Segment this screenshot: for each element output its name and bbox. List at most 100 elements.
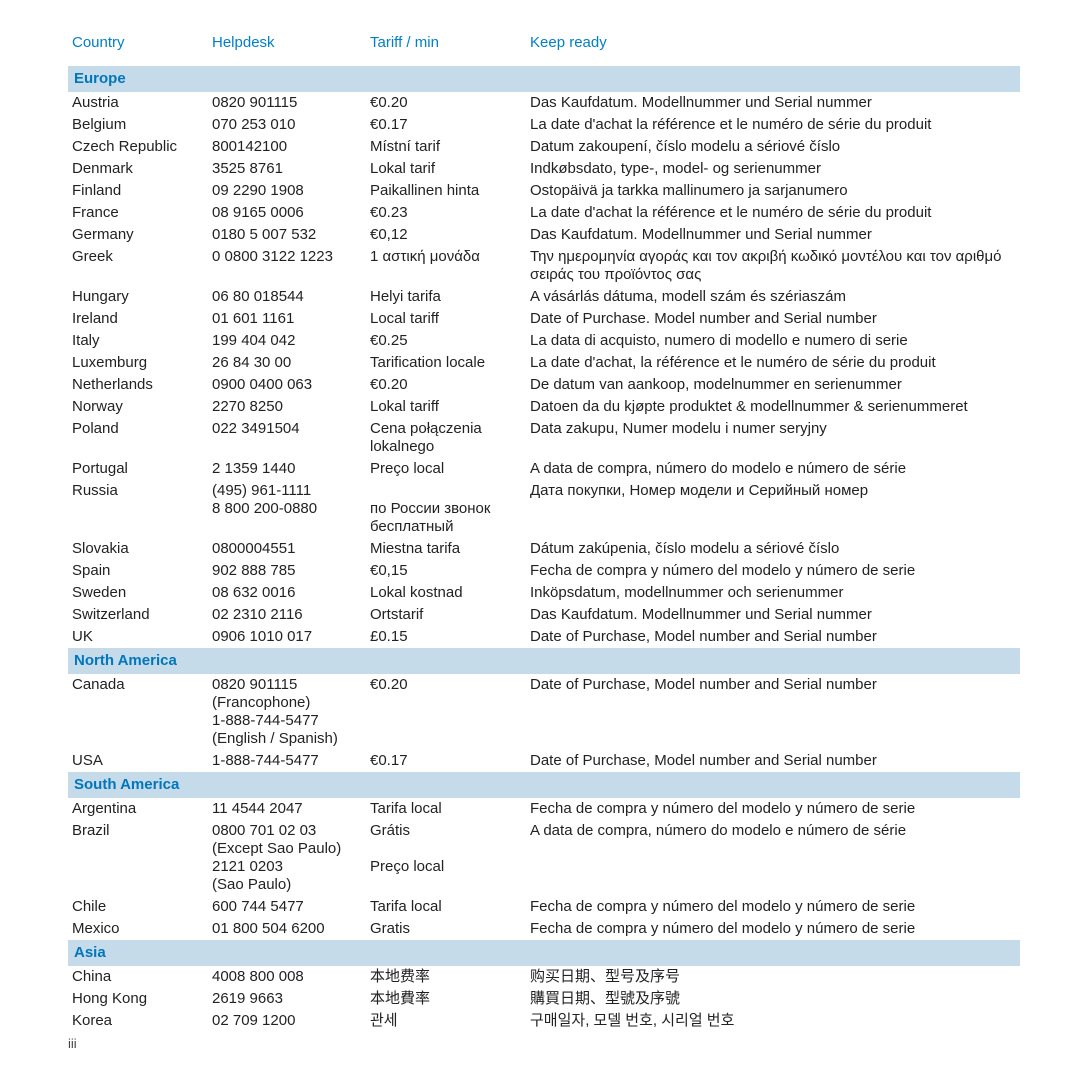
table-row: Hong Kong2619 9663本地費率購買日期、型號及序號	[68, 988, 1020, 1010]
cell-keep: Das Kaufdatum. Modellnummer und Serial n…	[526, 92, 1020, 114]
cell-tariff: Lokal tarif	[366, 158, 526, 180]
table-row: Czech Republic800142100Místní tarifDatum…	[68, 136, 1020, 158]
cell-helpdesk: 199 404 042	[208, 330, 366, 352]
cell-country: Finland	[68, 180, 208, 202]
cell-helpdesk: 0180 5 007 532	[208, 224, 366, 246]
cell-country: France	[68, 202, 208, 224]
cell-tariff: €0.20	[366, 92, 526, 114]
region-header: Asia	[68, 940, 1020, 966]
cell-tariff: по России звонок бесплатный	[366, 480, 526, 538]
page-number: iii	[68, 1032, 1020, 1052]
cell-country: Denmark	[68, 158, 208, 180]
cell-helpdesk: 600 744 5477	[208, 896, 366, 918]
cell-keep: 구매일자, 모델 번호, 시리얼 번호	[526, 1010, 1020, 1032]
cell-helpdesk: 0820 901115(Francophone)1-888-744-5477(E…	[208, 674, 366, 750]
cell-country: Poland	[68, 418, 208, 458]
cell-tariff: €0.17	[366, 114, 526, 136]
cell-keep: Date of Purchase. Model number and Seria…	[526, 308, 1020, 330]
cell-tariff: Místní tarif	[366, 136, 526, 158]
region-name: Europe	[68, 66, 1020, 92]
cell-country: Slovakia	[68, 538, 208, 560]
table-row: Chile600 744 5477Tarifa localFecha de co…	[68, 896, 1020, 918]
helpdesk-table: Country Helpdesk Tariff / min Keep ready…	[68, 34, 1020, 1032]
cell-country: Portugal	[68, 458, 208, 480]
cell-tariff: Gratis	[366, 918, 526, 940]
table-row: Brazil0800 701 02 03(Except Sao Paulo)21…	[68, 820, 1020, 896]
table-row: Argentina11 4544 2047Tarifa localFecha d…	[68, 798, 1020, 820]
cell-keep: La data di acquisto, numero di modello e…	[526, 330, 1020, 352]
cell-keep: Fecha de compra y número del modelo y nú…	[526, 798, 1020, 820]
cell-country: Greek	[68, 246, 208, 286]
cell-tariff: Paikallinen hinta	[366, 180, 526, 202]
cell-keep: De datum van aankoop, modelnummer en ser…	[526, 374, 1020, 396]
cell-helpdesk: 2619 9663	[208, 988, 366, 1010]
cell-country: Austria	[68, 92, 208, 114]
table-row: Russia(495) 961-11118 800 200-0880по Рос…	[68, 480, 1020, 538]
table-row: Luxemburg26 84 30 00Tarification localeL…	[68, 352, 1020, 374]
table-row: USA1-888-744-5477€0.17Date of Purchase, …	[68, 750, 1020, 772]
cell-tariff: Lokal kostnad	[366, 582, 526, 604]
cell-tariff: €0.25	[366, 330, 526, 352]
table-row: Norway2270 8250Lokal tariffDatoen da du …	[68, 396, 1020, 418]
cell-country: Korea	[68, 1010, 208, 1032]
cell-country: Czech Republic	[68, 136, 208, 158]
cell-helpdesk: 0820 901115	[208, 92, 366, 114]
cell-country: Sweden	[68, 582, 208, 604]
cell-country: USA	[68, 750, 208, 772]
cell-tariff: Tarifa local	[366, 896, 526, 918]
table-row: Italy199 404 042€0.25La data di acquisto…	[68, 330, 1020, 352]
region-name: North America	[68, 648, 1020, 674]
cell-country: Argentina	[68, 798, 208, 820]
table-row: Portugal2 1359 1440Preço localA data de …	[68, 458, 1020, 480]
cell-helpdesk: 01 601 1161	[208, 308, 366, 330]
cell-country: Russia	[68, 480, 208, 538]
cell-keep: Datoen da du kjøpte produktet & modellnu…	[526, 396, 1020, 418]
table-row: Netherlands0900 0400 063€0.20De datum va…	[68, 374, 1020, 396]
cell-country: Germany	[68, 224, 208, 246]
cell-keep: A data de compra, número do modelo e núm…	[526, 820, 1020, 896]
table-row: UK0906 1010 017£0.15Date of Purchase, Mo…	[68, 626, 1020, 648]
cell-helpdesk: 0906 1010 017	[208, 626, 366, 648]
helpdesk-page: Country Helpdesk Tariff / min Keep ready…	[0, 0, 1080, 1072]
cell-tariff: €0.20	[366, 674, 526, 750]
cell-tariff: 本地費率	[366, 988, 526, 1010]
cell-helpdesk: 1-888-744-5477	[208, 750, 366, 772]
cell-tariff: €0.23	[366, 202, 526, 224]
cell-keep: Fecha de compra y número del modelo y nú…	[526, 560, 1020, 582]
cell-tariff: Local tariff	[366, 308, 526, 330]
cell-country: Mexico	[68, 918, 208, 940]
table-row: Mexico01 800 504 6200GratisFecha de comp…	[68, 918, 1020, 940]
cell-keep: 購買日期、型號及序號	[526, 988, 1020, 1010]
cell-keep: Data zakupu, Numer modelu i numer seryjn…	[526, 418, 1020, 458]
cell-tariff: €0,12	[366, 224, 526, 246]
cell-helpdesk: 022 3491504	[208, 418, 366, 458]
col-country: Country	[68, 34, 208, 66]
cell-keep: Inköpsdatum, modellnummer och serienumme…	[526, 582, 1020, 604]
col-helpdesk: Helpdesk	[208, 34, 366, 66]
table-row: Austria0820 901115€0.20Das Kaufdatum. Mo…	[68, 92, 1020, 114]
cell-country: Switzerland	[68, 604, 208, 626]
table-row: Canada0820 901115(Francophone)1-888-744-…	[68, 674, 1020, 750]
cell-helpdesk: 11 4544 2047	[208, 798, 366, 820]
region-header: Europe	[68, 66, 1020, 92]
cell-country: Canada	[68, 674, 208, 750]
cell-country: Netherlands	[68, 374, 208, 396]
cell-tariff: 관세	[366, 1010, 526, 1032]
table-row: Belgium070 253 010€0.17La date d'achat l…	[68, 114, 1020, 136]
cell-helpdesk: 02 709 1200	[208, 1010, 366, 1032]
cell-tariff: Lokal tariff	[366, 396, 526, 418]
cell-helpdesk: 2270 8250	[208, 396, 366, 418]
table-row: Hungary06 80 018544Helyi tarifaA vásárlá…	[68, 286, 1020, 308]
cell-keep: Fecha de compra y número del modelo y nú…	[526, 896, 1020, 918]
cell-keep: Дата покупки, Номер модели и Серийный но…	[526, 480, 1020, 538]
cell-helpdesk: 4008 800 008	[208, 966, 366, 988]
cell-helpdesk: 08 9165 0006	[208, 202, 366, 224]
table-row: Finland09 2290 1908Paikallinen hintaOsto…	[68, 180, 1020, 202]
cell-helpdesk: 3525 8761	[208, 158, 366, 180]
cell-country: Hong Kong	[68, 988, 208, 1010]
cell-country: China	[68, 966, 208, 988]
cell-helpdesk: 26 84 30 00	[208, 352, 366, 374]
cell-keep: Date of Purchase, Model number and Seria…	[526, 750, 1020, 772]
table-row: Germany0180 5 007 532€0,12Das Kaufdatum.…	[68, 224, 1020, 246]
table-row: Korea02 709 1200관세구매일자, 모델 번호, 시리얼 번호	[68, 1010, 1020, 1032]
